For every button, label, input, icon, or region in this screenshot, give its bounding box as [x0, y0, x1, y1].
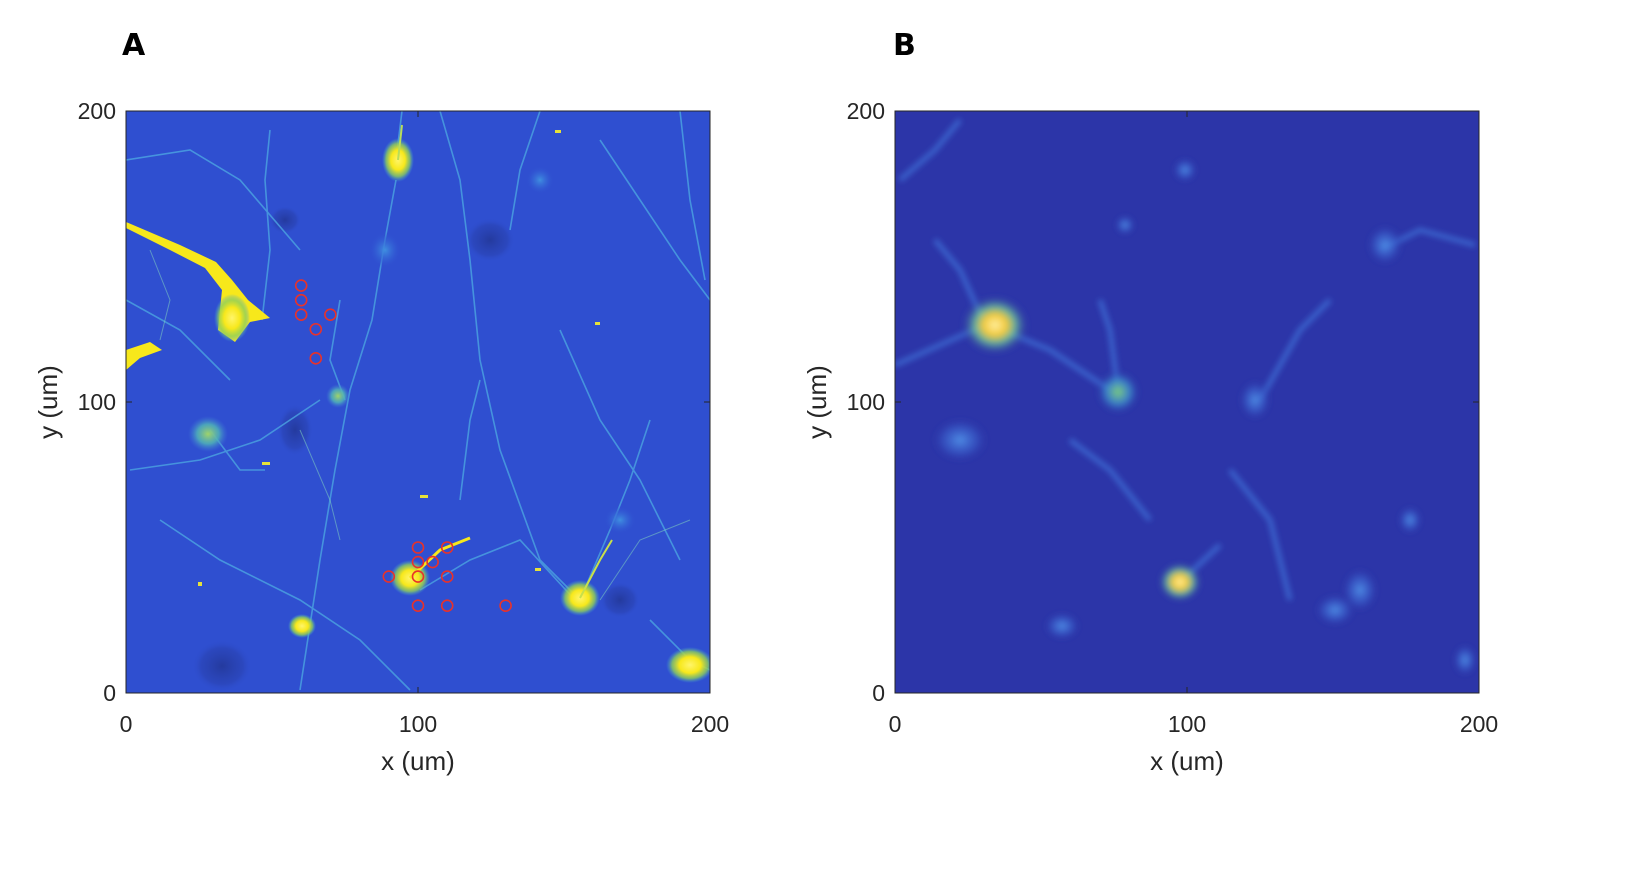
marker-point-2	[294, 308, 308, 322]
panel-b-ytick-0: 0	[872, 680, 885, 706]
panel-a-image	[126, 111, 710, 693]
panel-a-xlabel: x (um)	[381, 746, 455, 776]
marker-point-5	[309, 352, 323, 365]
panel-b-ytick-200: 200	[847, 98, 885, 124]
marker-point-15	[499, 599, 512, 613]
panel-a-ytick-100: 100	[78, 389, 116, 415]
panel-b-xlabel: x (um)	[1150, 746, 1224, 776]
panel-b-ylabel: y (um)	[802, 365, 832, 439]
panel-b-background	[895, 111, 1479, 693]
panel-a-xtick-100: 100	[399, 711, 437, 737]
panel-a-ytick-0: 0	[103, 680, 116, 706]
panel-b-image	[895, 111, 1479, 693]
panel-a-xtick-200: 200	[691, 711, 729, 737]
marker-point-10	[382, 570, 396, 583]
marker-point-13	[411, 599, 425, 613]
panel-a-axes: 0 100 200 0 100 200 x (um) y (um)	[33, 98, 729, 776]
marker-point-3	[324, 308, 337, 322]
panel-a-ytick-200: 200	[78, 98, 116, 124]
marker-point-14	[440, 599, 454, 613]
marker-point-1	[294, 293, 308, 307]
panel-b-xtick-100: 100	[1168, 711, 1206, 737]
panel-a-markers	[294, 279, 512, 613]
panel-b-xtick-0: 0	[889, 711, 902, 737]
panel-b-letter: B	[893, 28, 916, 63]
panel-b-xtick-200: 200	[1460, 711, 1498, 737]
marker-point-9	[426, 555, 439, 569]
marker-point-0	[294, 279, 308, 292]
panel-a-ylabel: y (um)	[33, 365, 63, 439]
marker-point-12	[440, 570, 454, 583]
panel-a-xtick-0: 0	[120, 711, 133, 737]
panel-b-ytick-100: 100	[847, 389, 885, 415]
marker-point-7	[440, 541, 454, 554]
marker-point-4	[309, 322, 323, 336]
marker-point-6	[411, 541, 425, 554]
marker-point-8	[411, 555, 425, 569]
marker-point-11	[411, 570, 425, 583]
panel-a-letter: A	[122, 28, 146, 63]
panel-b-axes: 0 100 200 0 100 200 x (um) y (um)	[802, 98, 1498, 776]
